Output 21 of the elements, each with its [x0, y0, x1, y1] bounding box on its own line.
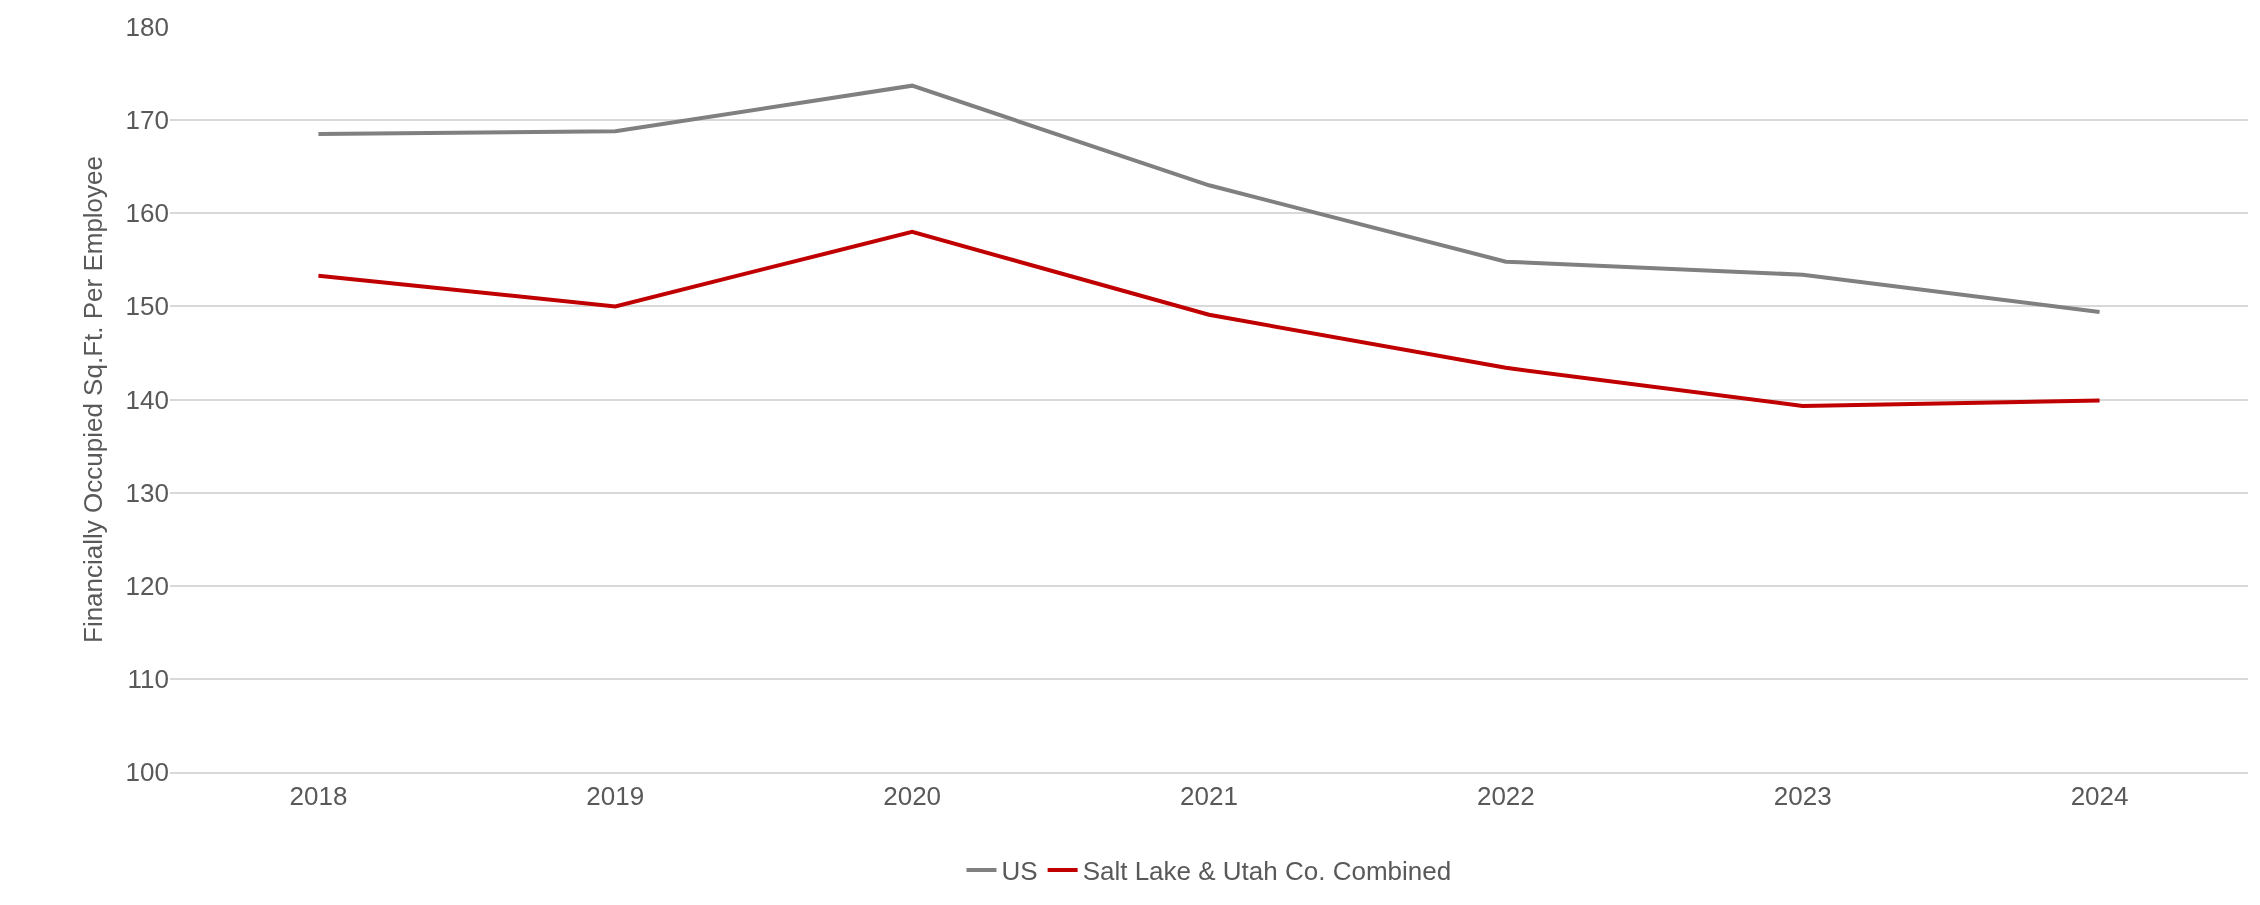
y-tick-label: 110	[127, 663, 169, 694]
line-series	[316, 229, 2102, 409]
x-tick-label: 2024	[2070, 781, 2129, 812]
legend-label: US	[1001, 856, 1038, 887]
y-tick-label: 120	[125, 570, 169, 601]
legend-label: Salt Lake & Utah Co. Combined	[1082, 856, 1452, 887]
y-tick-label: 160	[125, 198, 169, 229]
y-tick-label: 150	[125, 291, 169, 322]
y-axis-title: Financially Occupied Sq.Ft. Per Employee	[78, 156, 109, 643]
x-tick-label: 2019	[586, 781, 645, 812]
x-tick-label: 2021	[1180, 781, 1238, 812]
line-series	[316, 83, 2102, 314]
x-tick-label: 2020	[883, 781, 942, 812]
y-tick-label: 180	[125, 12, 169, 43]
x-tick-label: 2018	[289, 781, 348, 812]
y-tick-label: 130	[125, 477, 169, 508]
y-tick-label: 100	[125, 757, 169, 788]
y-tick-label: 170	[125, 105, 169, 136]
x-tick-label: 2023	[1773, 781, 1832, 812]
x-tick-label: 2022	[1476, 781, 1535, 812]
y-tick-label: 140	[125, 384, 169, 415]
